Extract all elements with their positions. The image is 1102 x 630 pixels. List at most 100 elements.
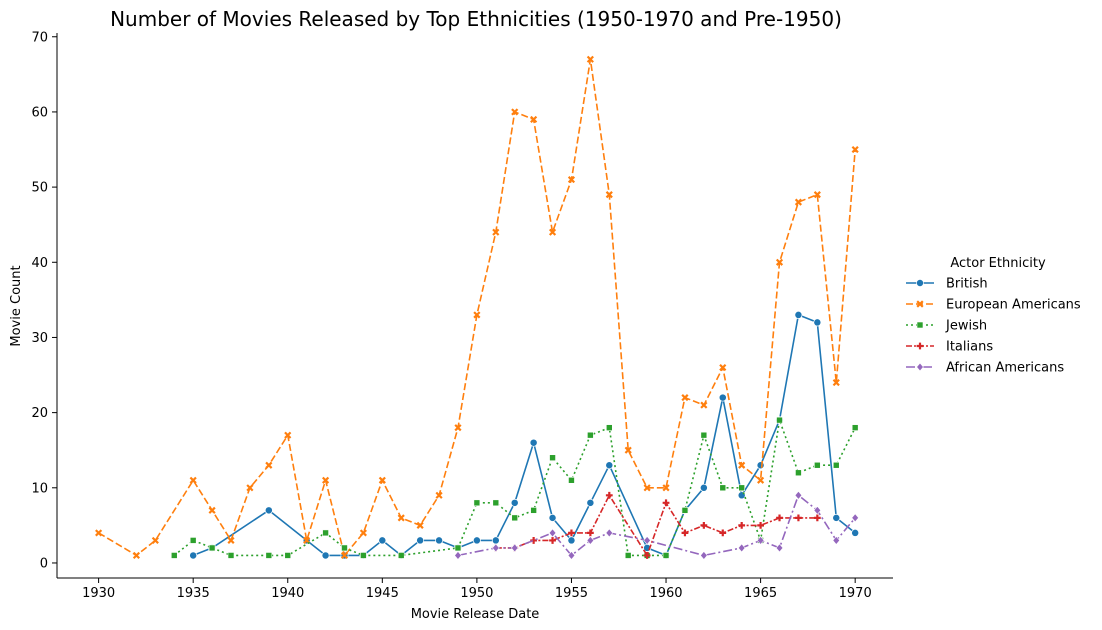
data-point-british bbox=[605, 461, 614, 470]
data-point-african-americans bbox=[643, 535, 651, 545]
chart-title: Number of Movies Released by Top Ethnici… bbox=[110, 7, 842, 31]
y-tick-label: 0 bbox=[40, 556, 48, 571]
data-point-british bbox=[510, 498, 519, 507]
data-point-jewish bbox=[662, 552, 670, 559]
data-point-italians bbox=[586, 529, 594, 537]
data-point-african-americans bbox=[548, 528, 557, 538]
data-point-european-americans bbox=[719, 363, 727, 372]
data-point-european-americans bbox=[624, 446, 632, 454]
data-point-jewish bbox=[397, 552, 405, 559]
data-point-jewish bbox=[832, 461, 840, 469]
data-point-italians bbox=[776, 514, 783, 522]
data-point-european-americans bbox=[322, 476, 330, 484]
data-point-italians bbox=[813, 514, 821, 522]
data-point-european-americans bbox=[511, 108, 519, 116]
data-point-european-americans bbox=[757, 476, 765, 484]
data-point-european-americans bbox=[208, 506, 216, 514]
data-point-british bbox=[548, 513, 557, 522]
data-point-british bbox=[491, 536, 500, 545]
data-point-european-americans bbox=[189, 476, 197, 484]
x-tick-label: 1935 bbox=[177, 586, 210, 601]
data-point-british bbox=[851, 528, 860, 537]
series-line-european-americans bbox=[98, 58, 856, 557]
data-point-italians bbox=[530, 537, 538, 544]
data-point-british bbox=[378, 536, 387, 545]
data-point-african-americans bbox=[454, 550, 462, 560]
data-point-european-americans bbox=[700, 401, 708, 409]
data-point-british bbox=[832, 513, 841, 522]
data-point-jewish bbox=[795, 469, 802, 477]
data-point-italians bbox=[700, 521, 708, 529]
data-point-african-americans bbox=[832, 535, 841, 545]
legend-label-british: British bbox=[946, 277, 988, 292]
data-point-african-americans bbox=[756, 535, 765, 545]
legend-item-british: British bbox=[906, 277, 988, 292]
data-point-jewish bbox=[341, 544, 348, 552]
data-point-jewish bbox=[776, 416, 783, 424]
x-tick-label: 1970 bbox=[839, 586, 872, 601]
data-point-jewish bbox=[454, 544, 462, 552]
data-point-european-americans bbox=[265, 461, 273, 469]
data-point-jewish bbox=[284, 552, 292, 559]
data-point-italians bbox=[662, 499, 670, 507]
data-point-european-americans bbox=[246, 484, 254, 492]
data-point-italians bbox=[643, 552, 651, 559]
data-point-european-americans bbox=[567, 176, 576, 184]
data-point-european-americans bbox=[738, 461, 746, 469]
data-point-jewish bbox=[227, 552, 235, 559]
data-point-african-americans bbox=[813, 505, 822, 515]
data-point-jewish bbox=[322, 529, 329, 537]
data-point-italians bbox=[757, 521, 765, 529]
series-line-british bbox=[192, 314, 856, 557]
data-point-european-americans bbox=[530, 115, 538, 124]
series-line-african-americans bbox=[457, 494, 856, 557]
series-british bbox=[189, 310, 860, 560]
data-point-european-americans bbox=[605, 191, 613, 199]
y-tick-label: 50 bbox=[31, 181, 48, 196]
legend: Actor Ethnicity British European American… bbox=[906, 256, 1081, 376]
data-point-jewish bbox=[530, 507, 537, 514]
data-point-european-americans bbox=[359, 529, 367, 537]
data-point-jewish bbox=[605, 424, 613, 431]
data-point-jewish bbox=[473, 499, 481, 507]
legend-item-italians: Italians bbox=[906, 340, 993, 355]
data-point-italians bbox=[719, 529, 727, 537]
data-point-european-americans bbox=[227, 536, 235, 544]
data-point-european-americans bbox=[454, 424, 462, 432]
x-axis-label: Movie Release Date bbox=[411, 607, 540, 622]
data-point-african-americans bbox=[775, 543, 784, 553]
data-point-african-americans bbox=[492, 543, 500, 553]
series-italians bbox=[492, 491, 821, 559]
data-point-european-americans bbox=[397, 514, 405, 522]
data-point-jewish bbox=[851, 424, 859, 431]
data-point-jewish bbox=[511, 514, 519, 522]
data-point-british bbox=[756, 461, 765, 470]
data-point-british bbox=[813, 318, 822, 327]
data-point-british bbox=[794, 310, 803, 319]
y-tick-label: 20 bbox=[31, 406, 48, 421]
data-point-italians bbox=[549, 537, 556, 544]
data-point-european-americans bbox=[643, 484, 651, 492]
data-point-italians bbox=[795, 514, 802, 522]
data-point-european-americans bbox=[473, 311, 481, 319]
data-point-jewish bbox=[492, 499, 500, 507]
data-point-british bbox=[567, 536, 576, 545]
data-point-british bbox=[264, 506, 273, 515]
series-african-americans bbox=[454, 490, 859, 560]
series-european-americans bbox=[95, 55, 859, 560]
x-tick-label: 1945 bbox=[366, 586, 399, 601]
legend-marker-jewish bbox=[916, 321, 924, 329]
data-point-british bbox=[416, 536, 425, 545]
data-point-european-americans bbox=[435, 491, 443, 499]
legend-label-italians: Italians bbox=[946, 340, 993, 355]
data-point-jewish bbox=[719, 484, 727, 492]
x-tick-label: 1930 bbox=[82, 586, 115, 601]
data-point-european-americans bbox=[378, 476, 386, 484]
data-point-african-americans bbox=[851, 513, 859, 523]
legend-label-african-americans: African Americans bbox=[946, 361, 1064, 376]
legend-label-european-americans: European Americans bbox=[946, 298, 1081, 313]
data-point-european-americans bbox=[775, 258, 784, 266]
legend-label-jewish: Jewish bbox=[945, 319, 987, 334]
data-point-british bbox=[586, 498, 595, 507]
